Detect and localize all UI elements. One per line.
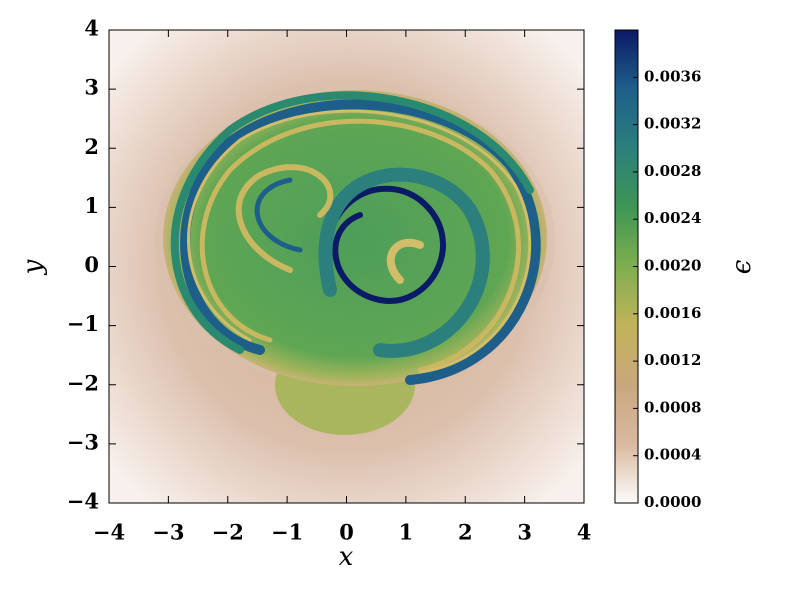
x-tick-label: −2 — [212, 520, 244, 545]
colorbar-label: ϵ — [727, 259, 757, 274]
colorbar-tick-label: 0.0000 — [644, 493, 701, 511]
colorbar-tick-label: 0.0012 — [644, 351, 701, 369]
x-tick-label: 0 — [339, 520, 354, 545]
colorbar-tick-label: 0.0020 — [644, 257, 701, 275]
colorbar-tick-label: 0.0016 — [644, 304, 701, 322]
y-tick-label: 2 — [84, 134, 99, 159]
colorbar-tick-label: 0.0008 — [644, 398, 701, 416]
heatmap-field — [109, 30, 584, 503]
y-tick-label: 3 — [84, 75, 99, 100]
colorbar-tick-label: 0.0024 — [644, 209, 701, 227]
colorbar-tick-label: 0.0028 — [644, 162, 701, 180]
x-tick-label: −4 — [93, 520, 125, 545]
x-tick-label: −3 — [152, 520, 184, 545]
y-tick-label: −2 — [67, 370, 99, 395]
y-tick-label: 0 — [84, 252, 99, 277]
x-axis-label: x — [339, 542, 354, 572]
x-tick-label: 1 — [399, 520, 414, 545]
x-tick-label: 4 — [577, 520, 592, 545]
y-axis-label: y — [18, 259, 48, 275]
x-tick-label: −1 — [271, 520, 303, 545]
y-tick-label: −1 — [67, 311, 99, 336]
x-tick-label: 3 — [517, 520, 532, 545]
y-tick-label: −3 — [67, 429, 99, 454]
x-tick-label: 2 — [458, 520, 473, 545]
colorbar-tick-label: 0.0032 — [644, 115, 701, 133]
colorbar-tick-label: 0.0004 — [644, 446, 701, 464]
colorbar-tick-label: 0.0036 — [644, 67, 701, 85]
y-tick-label: 1 — [84, 193, 99, 218]
y-tick-label: −4 — [67, 489, 99, 514]
y-tick-label: 4 — [84, 16, 99, 41]
